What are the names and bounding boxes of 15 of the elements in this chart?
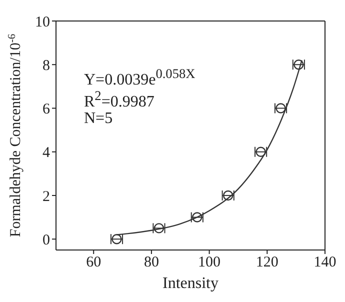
- x-tick-label: 80: [144, 254, 159, 271]
- y-tick-label: 2: [42, 188, 50, 205]
- x-tick-label: 100: [198, 254, 221, 271]
- x-tick-label: 60: [86, 254, 102, 271]
- x-axis-title: Intensity: [162, 275, 218, 292]
- annotation: N=5: [84, 110, 113, 128]
- annotation: R$^{2}$=0.9987: [84, 88, 154, 112]
- annotation: Y=0.0039e$^{0.058X}$: [84, 66, 196, 90]
- y-tick-label: 6: [42, 102, 50, 118]
- x-tick-label: 120: [256, 254, 278, 271]
- y-tick-label: 8: [42, 58, 50, 74]
- y-tick-label: 0: [42, 232, 50, 248]
- x-tick-label: 140: [314, 254, 336, 271]
- y-tick-label: 4: [42, 145, 50, 162]
- y-tick-label: 10: [35, 14, 50, 30]
